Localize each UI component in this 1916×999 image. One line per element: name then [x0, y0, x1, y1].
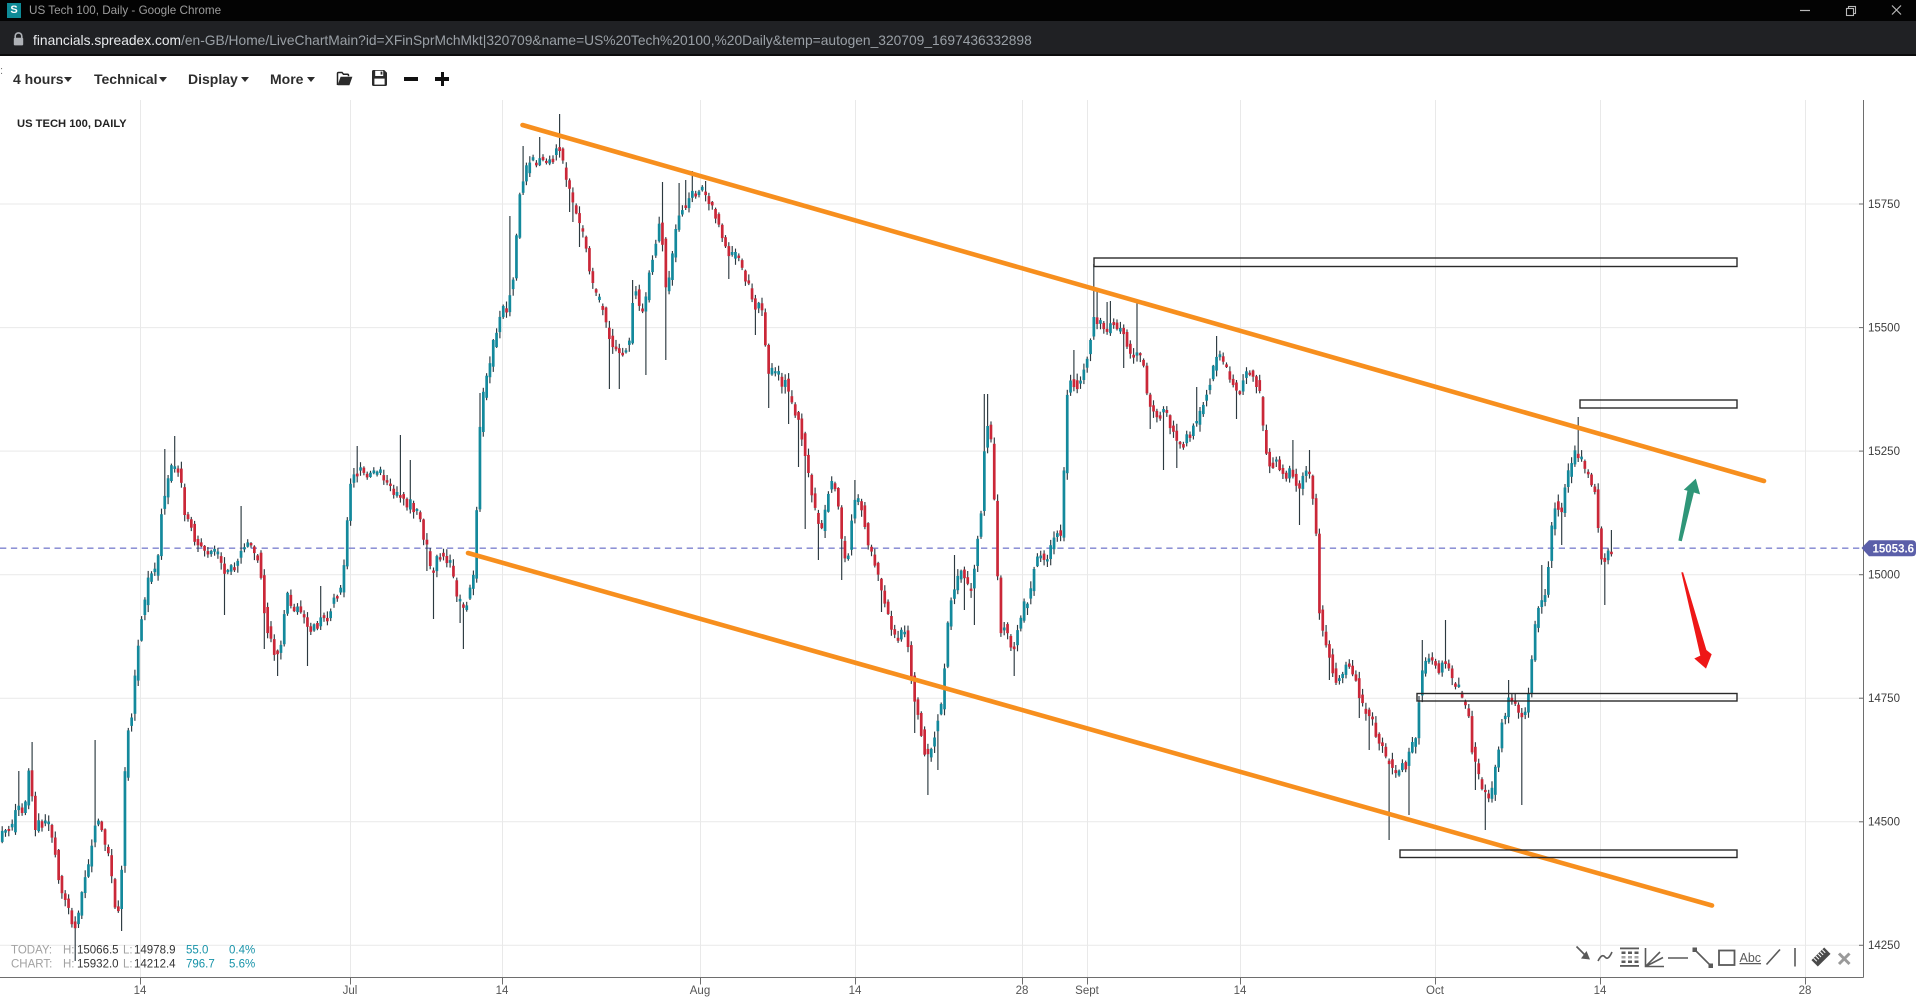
svg-text:14: 14: [849, 985, 862, 997]
svg-text:14: 14: [1234, 985, 1247, 997]
svg-text:14: 14: [134, 985, 147, 997]
svg-text:15066.5: 15066.5: [77, 945, 119, 957]
svg-text:28: 28: [1799, 985, 1812, 997]
svg-text:5.6%: 5.6%: [229, 959, 255, 971]
svg-text:0.4%: 0.4%: [229, 945, 255, 957]
svg-text:796.7: 796.7: [186, 959, 215, 971]
svg-text:14250: 14250: [1868, 940, 1900, 952]
svg-text:H:: H:: [63, 959, 75, 971]
svg-text:14: 14: [1594, 985, 1607, 997]
svg-text:Jul: Jul: [343, 985, 358, 997]
svg-text:15250: 15250: [1868, 446, 1900, 458]
svg-text:CHART:: CHART:: [11, 959, 52, 971]
svg-text:15000: 15000: [1868, 570, 1900, 582]
svg-text:L:: L:: [123, 945, 133, 957]
svg-text:15750: 15750: [1868, 199, 1900, 211]
svg-text:Abc: Abc: [1740, 951, 1762, 965]
svg-text:TODAY:: TODAY:: [11, 945, 52, 957]
svg-text:14978.9: 14978.9: [134, 945, 176, 957]
svg-text:15053.6: 15053.6: [1873, 544, 1915, 556]
svg-text:15500: 15500: [1868, 322, 1900, 334]
svg-text:15932.0: 15932.0: [77, 959, 119, 971]
svg-text:Sept: Sept: [1075, 985, 1099, 997]
svg-text:28: 28: [1016, 985, 1029, 997]
svg-text:Aug: Aug: [690, 985, 710, 997]
svg-text:14750: 14750: [1868, 693, 1900, 705]
svg-text:H:: H:: [63, 945, 75, 957]
svg-text:Oct: Oct: [1426, 985, 1445, 997]
svg-text:55.0: 55.0: [186, 945, 208, 957]
svg-text:14212.4: 14212.4: [134, 959, 176, 971]
svg-text:L:: L:: [123, 959, 133, 971]
svg-text:14500: 14500: [1868, 817, 1900, 829]
svg-text:14: 14: [496, 985, 509, 997]
svg-text:US TECH 100, DAILY: US TECH 100, DAILY: [17, 118, 127, 130]
